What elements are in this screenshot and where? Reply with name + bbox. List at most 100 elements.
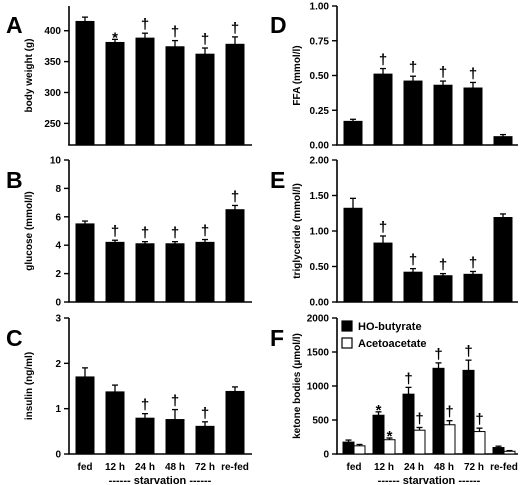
dagger-marker: † — [379, 52, 387, 69]
dagger-marker: † — [231, 188, 239, 205]
bar — [493, 217, 513, 303]
dagger-marker: † — [445, 404, 453, 421]
y-tick-label: 6 — [55, 212, 61, 223]
dagger-marker: † — [201, 405, 209, 422]
dagger-marker: † — [404, 370, 412, 387]
bar — [343, 120, 363, 146]
bar — [433, 275, 453, 303]
bar — [195, 53, 215, 146]
bar — [413, 429, 426, 455]
dagger-marker: † — [231, 20, 239, 37]
bar — [463, 273, 483, 303]
starvation-label: ------ starvation ------ — [378, 475, 481, 485]
y-tick-label: 0 — [323, 450, 329, 461]
y-tick-label: 0.00 — [310, 141, 330, 152]
y-tick-label: 8 — [55, 184, 61, 195]
starvation-label: ------ starvation ------ — [109, 475, 212, 485]
bar — [165, 419, 185, 455]
dagger-marker: † — [171, 24, 179, 41]
dagger-marker: † — [141, 16, 149, 33]
y-tick-label: 300 — [44, 88, 61, 99]
bar — [75, 376, 95, 455]
y-tick-label: 1 — [55, 404, 61, 415]
y-tick-label: 400 — [44, 26, 61, 37]
y-axis-label: triglyceride (mmol/l) — [292, 183, 303, 279]
bar — [195, 425, 215, 455]
y-tick-label: 10 — [50, 156, 62, 167]
legend-swatch — [341, 337, 353, 349]
dagger-marker: † — [141, 225, 149, 242]
bar — [433, 84, 453, 146]
dagger-marker: † — [111, 223, 119, 240]
y-tick-label: 1500 — [307, 348, 330, 359]
panel-letter: D — [270, 12, 287, 38]
bar — [195, 241, 215, 303]
y-axis-label: body weight (g) — [24, 39, 35, 113]
dagger-marker: † — [464, 343, 472, 360]
bar — [165, 243, 185, 303]
x-tick-label: 24 h — [135, 462, 155, 473]
bar — [135, 243, 155, 303]
bar — [503, 450, 516, 455]
dagger-marker: † — [379, 219, 387, 236]
bar — [403, 271, 423, 303]
bar — [75, 20, 95, 146]
panel-letter: A — [6, 12, 23, 38]
dagger-marker: † — [409, 252, 417, 269]
dagger-marker: † — [439, 257, 447, 274]
panel-d: D FFA (mmol/l) 0.00 0.25 0.50 0.75 1.00 † † † † — [270, 2, 518, 152]
y-tick-label: 0.50 — [310, 262, 330, 273]
x-tick-label: fed — [78, 462, 93, 473]
y-tick-label: 2.00 — [310, 156, 330, 167]
asterisk-marker: * — [376, 402, 382, 419]
x-tick-label: 48 h — [165, 462, 185, 473]
bar — [493, 136, 513, 146]
bar — [353, 445, 366, 455]
dagger-marker: † — [171, 225, 179, 242]
y-tick-label: 250 — [44, 119, 61, 130]
y-tick-label: 500 — [312, 416, 329, 427]
y-tick-label: 1000 — [307, 382, 330, 393]
y-tick-label: 0 — [55, 298, 61, 309]
x-tick-label: 12 h — [374, 462, 394, 473]
panel-letter: B — [6, 167, 23, 193]
y-tick-label: 350 — [44, 57, 61, 68]
bar — [402, 393, 415, 455]
dagger-marker: † — [469, 65, 477, 82]
dagger-marker: † — [409, 59, 417, 76]
y-axis-label: glucose (mmol/l) — [24, 191, 35, 270]
x-tick-label: re-fed — [221, 462, 249, 473]
bar — [342, 441, 355, 455]
bar — [372, 414, 385, 455]
y-tick-label: 1.00 — [310, 2, 330, 13]
y-tick-label: 0.50 — [310, 71, 330, 82]
y-tick-label: 4 — [55, 241, 61, 252]
bar — [343, 207, 363, 303]
bar — [492, 447, 505, 455]
y-tick-label: 2 — [55, 359, 61, 370]
panel-letter: E — [270, 167, 285, 193]
dagger-marker: † — [415, 410, 423, 427]
bar — [105, 391, 125, 455]
dagger-marker: † — [434, 346, 442, 363]
y-tick-label: 0.75 — [310, 36, 330, 47]
y-axis-label: ketone bodies (µmol/l) — [292, 333, 303, 439]
x-tick-label: 72 h — [464, 462, 484, 473]
bar — [75, 223, 95, 303]
legend-label: HO-butyrate — [358, 321, 422, 333]
panel-letter: F — [270, 325, 284, 351]
y-tick-label: 0.25 — [310, 106, 330, 117]
bar — [135, 417, 155, 455]
x-tick-label: 24 h — [404, 462, 424, 473]
y-tick-label: 0.00 — [310, 298, 330, 309]
x-tick-label: 48 h — [434, 462, 454, 473]
y-tick-label: 0 — [55, 450, 61, 461]
bar — [135, 37, 155, 146]
x-tick-label: 72 h — [195, 462, 215, 473]
asterisk-marker: * — [387, 428, 393, 445]
dagger-marker: † — [469, 254, 477, 271]
